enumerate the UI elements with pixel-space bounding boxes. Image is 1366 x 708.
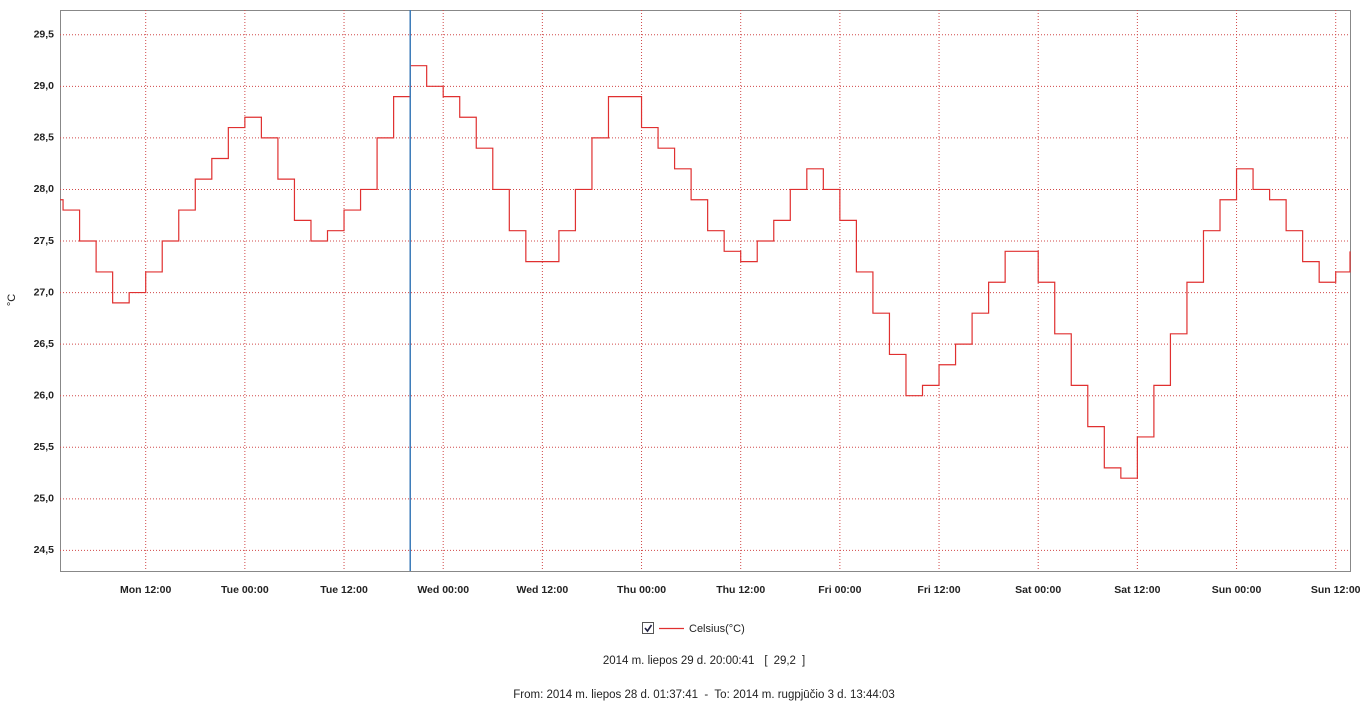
y-tick-label: 24,5 xyxy=(34,544,55,556)
x-tick-label: Thu 00:00 xyxy=(617,584,666,596)
legend-checkbox[interactable] xyxy=(642,622,654,634)
y-axis-label: °C xyxy=(6,294,18,306)
x-tick-label: Fri 12:00 xyxy=(917,584,960,596)
x-tick-label: Mon 12:00 xyxy=(120,584,172,596)
x-tick-label: Sun 12:00 xyxy=(1311,584,1361,596)
cursor-value: 29,2 xyxy=(774,655,796,667)
plot-frame xyxy=(60,10,1351,572)
legend[interactable]: Celsius(°C) xyxy=(642,622,745,635)
y-tick-label: 29,0 xyxy=(34,80,55,92)
cursor-bracket: ] xyxy=(802,655,805,667)
y-tick-label: 29,5 xyxy=(34,29,55,41)
cursor-bracket: [ xyxy=(764,655,768,667)
y-tick-label: 27,0 xyxy=(34,286,55,298)
y-tick-label: 28,0 xyxy=(34,183,55,195)
x-tick-label: Thu 12:00 xyxy=(716,584,765,596)
range-text: From: 2014 m. liepos 28 d. 01:37:41 - To… xyxy=(513,689,894,701)
y-tick-label: 27,5 xyxy=(34,235,55,247)
y-tick-label: 25,5 xyxy=(34,441,55,453)
x-tick-label: Fri 00:00 xyxy=(818,584,861,596)
x-tick-label: Sat 00:00 xyxy=(1015,584,1061,596)
y-tick-label: 26,0 xyxy=(34,389,55,401)
data-line xyxy=(60,65,1351,479)
x-tick-label: Sat 12:00 xyxy=(1114,584,1160,596)
x-tick-label: Wed 12:00 xyxy=(516,584,568,596)
x-tick-label: Tue 12:00 xyxy=(320,584,368,596)
y-tick-label: 25,0 xyxy=(34,493,55,505)
legend-label[interactable]: Celsius(°C) xyxy=(689,623,745,635)
y-tick-label: 28,5 xyxy=(34,132,55,144)
x-tick-label: Wed 00:00 xyxy=(417,584,469,596)
x-tick-label: Tue 00:00 xyxy=(221,584,269,596)
y-tick-label: 26,5 xyxy=(34,338,55,350)
x-tick-label: Sun 00:00 xyxy=(1212,584,1262,596)
check-mark xyxy=(644,624,653,633)
cursor-time: 2014 m. liepos 29 d. 20:00:41 xyxy=(603,655,755,667)
